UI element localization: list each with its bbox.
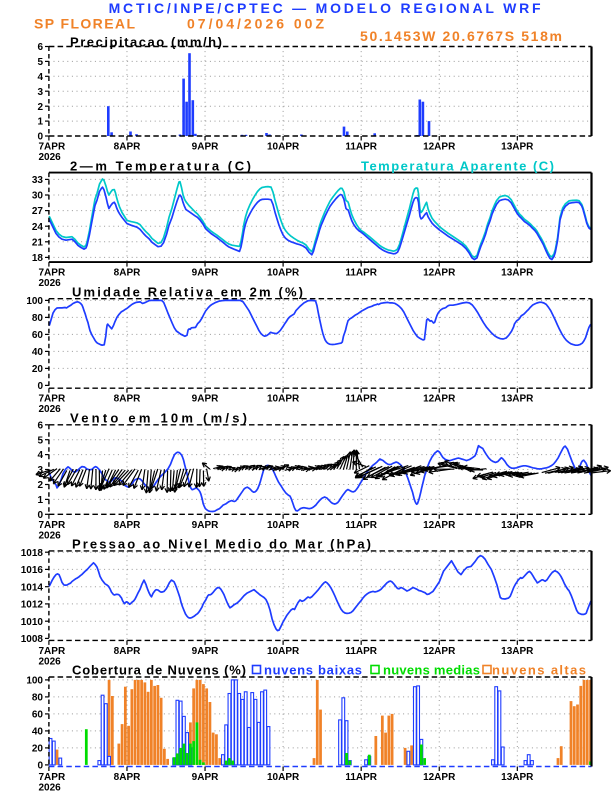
svg-text:12APR: 12APR [423, 646, 456, 657]
svg-text:11APR: 11APR [345, 394, 377, 405]
svg-text:9APR: 9APR [192, 142, 219, 153]
svg-text:30: 30 [32, 191, 44, 202]
svg-text:12APR: 12APR [423, 142, 456, 153]
svg-text:13APR: 13APR [501, 394, 534, 405]
svg-text:7APR: 7APR [39, 394, 66, 405]
svg-text:3: 3 [37, 87, 43, 98]
svg-text:2: 2 [37, 102, 43, 113]
svg-text:11APR: 11APR [345, 268, 377, 279]
svg-text:7APR: 7APR [39, 142, 66, 153]
svg-text:2026: 2026 [39, 404, 62, 415]
svg-text:7APR: 7APR [39, 646, 66, 657]
svg-text:13APR: 13APR [501, 142, 534, 153]
svg-text:24: 24 [32, 222, 44, 233]
svg-text:11APR: 11APR [345, 646, 377, 657]
svg-text:9APR: 9APR [192, 772, 219, 783]
svg-text:2026: 2026 [39, 783, 62, 792]
svg-text:27: 27 [32, 206, 44, 217]
svg-text:4: 4 [37, 72, 43, 83]
svg-text:33: 33 [32, 175, 44, 186]
svg-text:5: 5 [37, 435, 43, 446]
svg-text:1010: 1010 [21, 617, 44, 628]
svg-text:10APR: 10APR [267, 394, 300, 405]
svg-text:nuvens medias: nuvens medias [383, 663, 480, 678]
svg-text:60: 60 [32, 330, 44, 341]
svg-text:7APR: 7APR [39, 772, 66, 783]
svg-text:2026: 2026 [39, 656, 62, 667]
svg-text:8APR: 8APR [114, 142, 141, 153]
svg-text:80: 80 [32, 313, 44, 324]
svg-text:8APR: 8APR [114, 772, 141, 783]
svg-text:nuvens altas: nuvens altas [492, 663, 586, 678]
svg-text:1016: 1016 [21, 565, 44, 576]
svg-text:9APR: 9APR [192, 394, 219, 405]
svg-text:9APR: 9APR [192, 646, 219, 657]
svg-text:50.1453W 20.6767S 518m: 50.1453W 20.6767S 518m [360, 28, 562, 44]
svg-text:20: 20 [32, 744, 44, 755]
svg-text:40: 40 [32, 727, 44, 738]
svg-text:0: 0 [37, 132, 43, 143]
svg-text:SP FLOREAL: SP FLOREAL [34, 16, 135, 32]
svg-text:11APR: 11APR [345, 142, 377, 153]
svg-text:10APR: 10APR [267, 646, 300, 657]
svg-text:2—m Temperatura (C): 2—m Temperatura (C) [70, 158, 251, 173]
svg-text:100: 100 [26, 676, 43, 687]
svg-text:2026: 2026 [39, 152, 62, 163]
svg-text:1012: 1012 [21, 600, 44, 611]
svg-text:11APR: 11APR [345, 772, 377, 783]
svg-text:8APR: 8APR [114, 394, 141, 405]
svg-text:12APR: 12APR [423, 520, 456, 531]
svg-text:2026: 2026 [39, 278, 62, 289]
svg-text:2026: 2026 [39, 530, 62, 541]
svg-text:12APR: 12APR [423, 772, 456, 783]
svg-text:MCTIC/INPE/CPTEC — MODELO REGI: MCTIC/INPE/CPTEC — MODELO REGIONAL WRF [109, 0, 541, 16]
svg-text:100: 100 [26, 296, 43, 307]
svg-text:7APR: 7APR [39, 520, 66, 531]
svg-text:8APR: 8APR [114, 268, 141, 279]
svg-text:13APR: 13APR [501, 772, 534, 783]
svg-text:10APR: 10APR [267, 772, 300, 783]
svg-text:Precipitacao (mm/h): Precipitacao (mm/h) [70, 34, 222, 49]
svg-text:6: 6 [37, 420, 43, 431]
svg-text:Temperatura Aparente (C): Temperatura Aparente (C) [361, 158, 554, 173]
svg-text:9APR: 9APR [192, 520, 219, 531]
svg-text:80: 80 [32, 693, 44, 704]
svg-text:13APR: 13APR [501, 268, 534, 279]
svg-text:Umidade Relativa em 2m (%): Umidade Relativa em 2m (%) [72, 284, 303, 299]
svg-text:12APR: 12APR [423, 394, 456, 405]
svg-text:07/04/2026 00Z: 07/04/2026 00Z [187, 16, 324, 32]
svg-text:0: 0 [37, 510, 43, 521]
svg-text:3: 3 [37, 465, 43, 476]
svg-text:10APR: 10APR [267, 142, 300, 153]
svg-text:60: 60 [32, 710, 44, 721]
svg-text:21: 21 [32, 237, 44, 248]
svg-text:18: 18 [32, 253, 44, 264]
svg-text:8APR: 8APR [114, 646, 141, 657]
svg-text:7APR: 7APR [39, 268, 66, 279]
svg-text:6: 6 [37, 42, 43, 53]
svg-text:2: 2 [37, 480, 43, 491]
svg-text:13APR: 13APR [501, 520, 534, 531]
svg-text:nuvens baixas: nuvens baixas [264, 663, 362, 678]
svg-text:Cobertura de Nuvens (%): Cobertura de Nuvens (%) [72, 663, 246, 678]
svg-text:4: 4 [37, 450, 43, 461]
svg-text:Pressao ao Nivel Medio do Mar: Pressao ao Nivel Medio do Mar (hPa) [72, 537, 371, 552]
svg-text:1014: 1014 [21, 582, 44, 593]
svg-text:1018: 1018 [21, 548, 44, 559]
svg-text:10APR: 10APR [267, 520, 300, 531]
svg-text:11APR: 11APR [345, 520, 377, 531]
svg-text:1008: 1008 [21, 634, 44, 645]
svg-text:20: 20 [32, 364, 44, 375]
svg-text:9APR: 9APR [192, 268, 219, 279]
svg-text:0: 0 [37, 381, 43, 392]
svg-text:12APR: 12APR [423, 268, 456, 279]
svg-text:1: 1 [37, 495, 43, 506]
svg-text:1: 1 [37, 117, 43, 128]
svg-text:40: 40 [32, 347, 44, 358]
svg-text:10APR: 10APR [267, 268, 300, 279]
svg-text:0: 0 [37, 761, 43, 772]
svg-text:5: 5 [37, 57, 43, 68]
svg-text:8APR: 8APR [114, 520, 141, 531]
svg-text:13APR: 13APR [501, 646, 534, 657]
